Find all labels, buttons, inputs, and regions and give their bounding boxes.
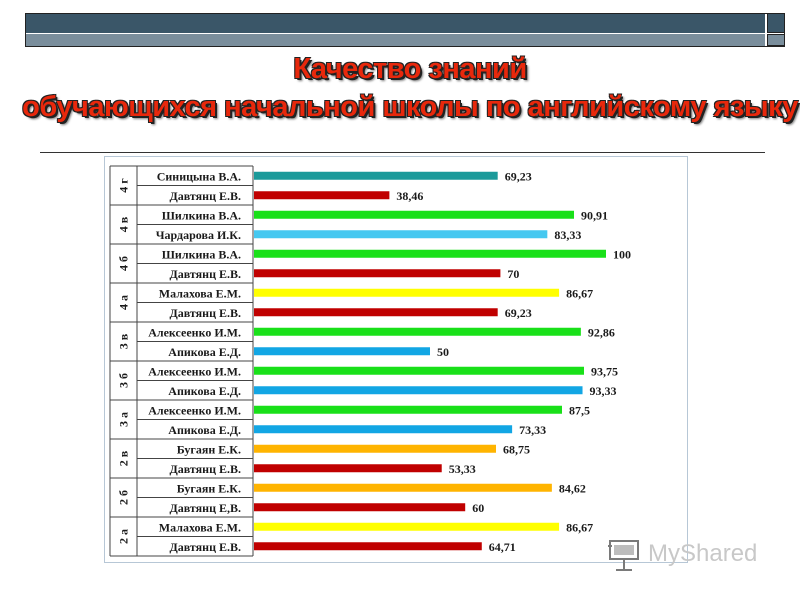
value-label: 86,67: [566, 286, 593, 300]
teacher-label: Давтянц Е.В.: [169, 189, 241, 203]
bar: [254, 366, 584, 375]
value-label: 50: [437, 345, 449, 359]
value-label: 69,23: [505, 169, 532, 183]
group-label: 2 б: [117, 490, 131, 505]
teacher-label: Апикова Е.Д.: [168, 423, 241, 437]
bar: [254, 308, 498, 317]
group-label: 2 в: [117, 450, 131, 466]
value-label: 60: [472, 501, 484, 515]
teacher-label: Бугаян Е.К.: [177, 481, 241, 495]
bar: [254, 444, 496, 453]
value-label: 92,86: [588, 325, 615, 339]
bar-chart: Синицына В.А. 69,23 Давтянц Е.В. 38,46 Шилки…: [109, 165, 631, 557]
value-label: 93,33: [590, 384, 617, 398]
group-label: 2 а: [117, 529, 131, 544]
bar: [254, 230, 548, 239]
group-label: 3 а: [117, 412, 131, 427]
bar: [254, 249, 606, 258]
teacher-label: Алексеенко И.М.: [148, 403, 241, 417]
presentation-board-icon: [608, 540, 639, 571]
value-label: 84,62: [559, 481, 586, 495]
slide-header-bar: [25, 13, 785, 47]
bar: [254, 405, 562, 414]
teacher-label: Давтянц Е,В.: [169, 501, 241, 515]
value-label: 53,33: [449, 462, 476, 476]
title-divider: [40, 152, 765, 153]
teacher-label: Давтянц Е.В.: [169, 462, 241, 476]
value-label: 100: [613, 247, 631, 261]
teacher-label: Алексеенко И.М.: [148, 364, 241, 378]
teacher-label: Алексеенко И.М.: [148, 325, 241, 339]
teacher-label: Бугаян Е.К.: [177, 442, 241, 456]
value-label: 73,33: [519, 423, 546, 437]
bar: [254, 542, 482, 551]
value-label: 69,23: [505, 306, 532, 320]
value-label: 64,71: [489, 540, 516, 554]
group-label: 4 а: [117, 295, 131, 310]
bar: [254, 347, 430, 356]
bar: [254, 171, 498, 180]
teacher-label: Апикова Е.Д.: [168, 384, 241, 398]
group-label: 4 г: [117, 178, 131, 193]
value-label: 87,5: [569, 403, 590, 417]
teacher-label: Давтянц Е.В.: [169, 540, 241, 554]
value-label: 70: [507, 267, 519, 281]
group-label: 4 в: [117, 216, 131, 232]
value-label: 93,75: [591, 364, 618, 378]
teacher-label: Чардарова И.К.: [156, 228, 241, 242]
bar: [254, 483, 552, 492]
teacher-label: Давтянц Е.В.: [169, 267, 241, 281]
group-label: 4 б: [117, 256, 131, 271]
slide-title-line1: Качество знаний: [293, 53, 527, 85]
bar: [254, 269, 501, 278]
chart-frame: [104, 156, 688, 563]
bar: [254, 210, 575, 219]
teacher-label: Шилкина В.А.: [162, 247, 241, 261]
value-label: 68,75: [503, 442, 530, 456]
bar: [254, 327, 581, 336]
bar: [254, 522, 560, 531]
teacher-label: Давтянц Е.В.: [169, 306, 241, 320]
value-label: 83,33: [554, 228, 581, 242]
bar: [254, 464, 442, 473]
bar: [254, 503, 466, 512]
header-frame: [25, 13, 785, 47]
logo-text: MyShared: [648, 540, 758, 567]
bar: [254, 191, 390, 200]
bar: [254, 425, 513, 434]
header-bar-light: [25, 34, 765, 46]
bar: [254, 288, 560, 297]
logo: MyShared: [606, 538, 766, 572]
bar: [254, 386, 583, 395]
value-label: 38,46: [396, 189, 423, 203]
value-label: 86,67: [566, 520, 593, 534]
teacher-label: Малахова Е.М.: [159, 520, 241, 534]
teacher-label: Малахова Е.М.: [159, 286, 241, 300]
header-bar-dark: [25, 13, 765, 33]
teacher-label: Синицына В.А.: [157, 169, 241, 183]
teacher-label: Шилкина В.А.: [162, 208, 241, 222]
group-label: 3 б: [117, 373, 131, 388]
group-label: 3 в: [117, 333, 131, 349]
teacher-label: Апикова Е.Д.: [168, 345, 241, 359]
slide-title-line2: обучающихся начальной школы по английско…: [22, 91, 798, 123]
value-label: 90,91: [581, 208, 608, 222]
